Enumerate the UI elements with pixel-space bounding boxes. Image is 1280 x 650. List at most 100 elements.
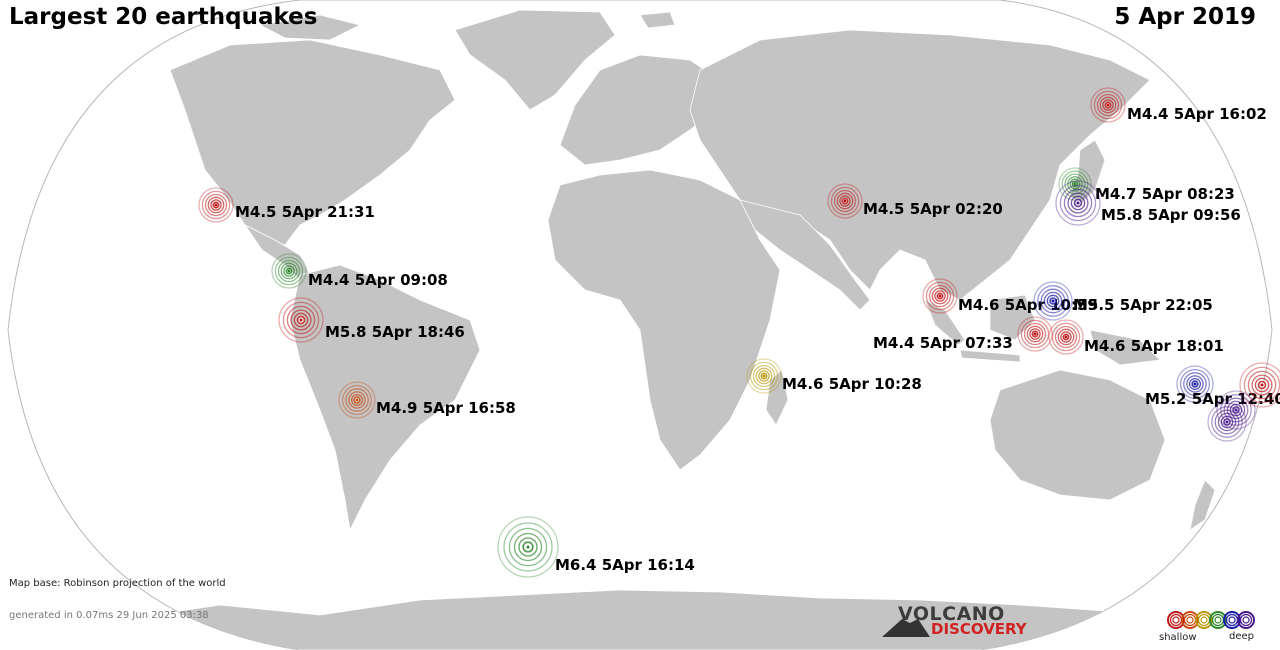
quake-marker[interactable]: M4.5 5Apr 21:31 [198, 187, 375, 223]
quake-epicenter [1064, 335, 1068, 339]
quake-ring [1020, 319, 1050, 349]
quake-marker[interactable] [1207, 402, 1247, 442]
landmasses [59, 9, 1271, 650]
quake-ring [1247, 370, 1277, 400]
quake-epicenter [214, 203, 218, 207]
quake-label: M4.5 5Apr 02:20 [863, 200, 1003, 218]
quake-ring [1186, 375, 1204, 393]
quake-marker[interactable]: M6.4 5Apr 16:14 [497, 516, 695, 578]
quake-ring [1051, 322, 1081, 352]
quake-ring [1046, 294, 1060, 308]
quake-ring [1207, 402, 1247, 442]
arabia-india [739, 199, 871, 311]
quake-label: M5.8 5Apr 18:46 [325, 323, 465, 341]
quake-ring [283, 265, 295, 277]
quake-ring [1211, 406, 1243, 438]
volcano-discovery-logo[interactable]: VOLCANO DISCOVERY [880, 603, 1040, 639]
quake-ring [1102, 99, 1114, 111]
quake-ring [508, 527, 548, 567]
quake-ring [827, 183, 863, 219]
logo-line1: VOLCANO [898, 603, 1005, 625]
legend-ring-circle [1169, 613, 1183, 627]
new-zealand [1189, 479, 1216, 531]
legend-ring-circle [1197, 613, 1211, 627]
quake-ring [1099, 96, 1117, 114]
quake-ring [931, 287, 949, 305]
depth-legend [1167, 611, 1255, 629]
quake-epicenter [1033, 332, 1037, 336]
quake-ring [290, 309, 312, 331]
legend-ring-circle [1172, 616, 1180, 624]
legend-deep-label: deep [1229, 631, 1254, 642]
quake-ring [746, 358, 782, 394]
quake-marker[interactable]: M5.8 5Apr 09:56 [1055, 180, 1241, 226]
quake-marker[interactable]: M4.5 5Apr 02:20 [827, 183, 1003, 219]
quake-ring [1060, 331, 1072, 343]
quake-epicenter [1193, 382, 1197, 386]
quake-label: M4.7 5Apr 08:23 [1095, 185, 1235, 203]
legend-ring-circle [1239, 613, 1253, 627]
japan [1069, 139, 1106, 206]
quake-label: M4.4 5Apr 16:02 [1127, 105, 1267, 123]
quake-ring [1069, 178, 1081, 190]
africa [547, 169, 781, 471]
quake-ring [1040, 288, 1066, 314]
quake-ring [1188, 377, 1202, 391]
quake-ring [1037, 285, 1069, 317]
legend-ring-circle [1200, 616, 1208, 624]
quake-label: M5.5 5Apr 22:05 [1073, 296, 1213, 314]
quake-ring [1179, 368, 1211, 400]
quake-marker[interactable]: M4.6 5Apr 10:28 [746, 358, 922, 394]
quake-ring [1057, 328, 1075, 346]
svalbard [639, 11, 676, 29]
quake-epicenter [287, 269, 291, 273]
legend-ring-circle [1214, 616, 1222, 624]
quake-ring [1070, 195, 1086, 211]
quake-ring [341, 384, 373, 416]
quake-marker[interactable]: M5.5 5Apr 22:05 [1033, 281, 1213, 321]
legend-ring [1237, 611, 1255, 629]
legend-ring-circle [1183, 613, 1197, 627]
quake-ring [348, 391, 366, 409]
quake-marker[interactable]: M4.9 5Apr 16:58 [338, 381, 516, 419]
quake-ring [513, 532, 543, 562]
quake-epicenter [938, 294, 942, 298]
quake-marker[interactable]: M4.4 5Apr 16:02 [1090, 87, 1267, 123]
quake-ring [925, 281, 955, 311]
quake-ring [1033, 281, 1073, 321]
quake-ring [1217, 412, 1237, 432]
australia [989, 369, 1166, 501]
quake-ring [1176, 365, 1214, 403]
quake-ring [1220, 415, 1234, 429]
quake-label: M4.6 5Apr 10:59 [958, 296, 1098, 314]
new-guinea [1089, 329, 1161, 366]
quake-ring [286, 305, 316, 335]
quake-ring [503, 522, 553, 572]
quake-ring [1214, 409, 1240, 435]
quake-ring [338, 381, 376, 419]
quake-ring [1251, 374, 1273, 396]
quake-ring [345, 388, 369, 412]
quake-epicenter [1260, 383, 1264, 387]
quake-ring [198, 187, 234, 223]
quake-marker[interactable]: M4.6 5Apr 18:01 [1048, 319, 1224, 355]
south-america [289, 264, 481, 532]
quake-marker[interactable]: M4.4 5Apr 07:33 [873, 316, 1053, 352]
quake-ring [1029, 328, 1041, 340]
quake-marker[interactable]: M4.6 5Apr 10:59 [922, 278, 1098, 314]
quake-ring [830, 186, 860, 216]
quake-marker[interactable]: M5.8 5Apr 18:46 [278, 297, 465, 343]
quake-ring [1063, 188, 1093, 218]
quake-epicenter [1073, 182, 1077, 186]
quake-ring [934, 290, 946, 302]
quake-ring [836, 192, 854, 210]
quake-ring [928, 284, 952, 308]
quake-ring [1183, 372, 1207, 396]
legend-ring-circle [1186, 616, 1194, 624]
quake-marker[interactable]: M4.4 5Apr 09:08 [271, 253, 448, 289]
quake-ring [758, 370, 770, 382]
map-title: Largest 20 earthquakes [9, 4, 318, 30]
quake-epicenter [1051, 299, 1055, 303]
greenland [454, 9, 616, 111]
java [959, 349, 1021, 363]
